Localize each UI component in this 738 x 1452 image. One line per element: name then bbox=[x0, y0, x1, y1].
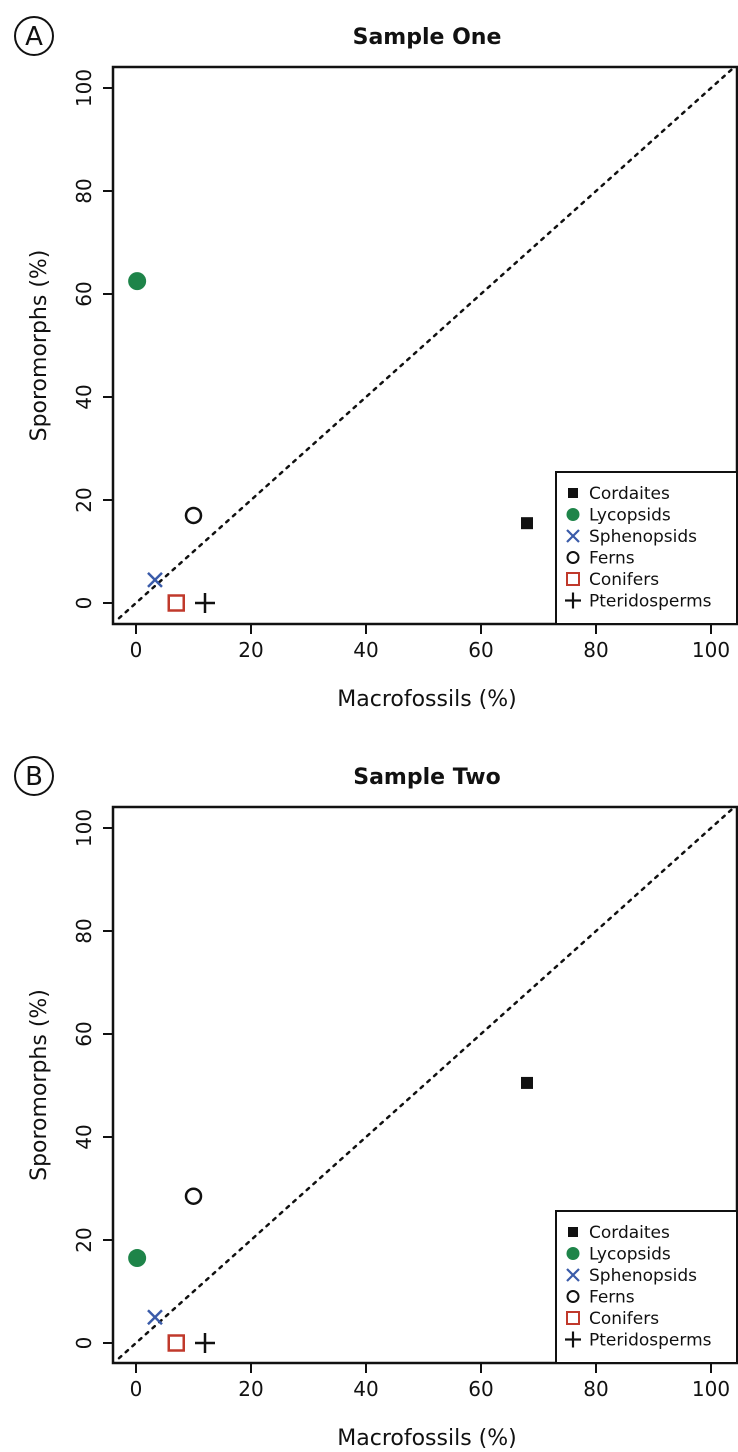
x-tick-label: 20 bbox=[238, 638, 263, 662]
chart-title: Sample Two bbox=[353, 765, 501, 790]
legend-label: Conifers bbox=[589, 1309, 659, 1329]
x-tick-label: 100 bbox=[692, 1377, 730, 1401]
legend-label: Cordaites bbox=[589, 1223, 670, 1243]
data-point-conifers bbox=[167, 594, 185, 612]
legend-item-conifers: Conifers bbox=[566, 570, 659, 590]
data-point-conifers bbox=[167, 1334, 185, 1352]
legend-label: Pteridosperms bbox=[589, 1331, 712, 1351]
legend-label: Conifers bbox=[589, 570, 659, 590]
legend-marker bbox=[568, 488, 578, 498]
legend-frame bbox=[555, 1210, 738, 1364]
legend-marker bbox=[566, 1247, 580, 1260]
legend-label: Ferns bbox=[589, 1288, 635, 1308]
data-point-sphenopsids bbox=[147, 1309, 163, 1326]
chart-panel-a: A Sample One 0 20 40 60 80 100 0 20 40 60 80 100 Macro… bbox=[14, 16, 738, 712]
data-point-ferns bbox=[184, 1187, 203, 1205]
y-tick-label: 20 bbox=[72, 487, 96, 512]
legend: CordaitesLycopsidsSphenopsidsFernsConife… bbox=[555, 1210, 738, 1364]
y-tick-label: 60 bbox=[72, 1021, 96, 1046]
y-axis-label: Sporomorphs (%) bbox=[27, 989, 52, 1181]
legend-label: Ferns bbox=[589, 549, 635, 569]
chart-title: Sample One bbox=[353, 25, 502, 50]
legend-item-ferns: Ferns bbox=[566, 549, 635, 569]
legend-marker bbox=[565, 592, 581, 609]
legend-item-cordaites: Cordaites bbox=[568, 484, 670, 504]
legend-marker bbox=[566, 572, 580, 586]
data-point-sphenopsids-stroke-b bbox=[147, 571, 163, 588]
legend-marker bbox=[566, 508, 580, 521]
x-tick-label: 100 bbox=[692, 638, 730, 662]
x-axis-label: Macrofossils (%) bbox=[337, 1426, 516, 1451]
x-tick-label: 20 bbox=[238, 1377, 263, 1401]
panel-label-circle bbox=[14, 16, 54, 56]
data-point-sphenopsids-stroke-b bbox=[147, 1309, 163, 1326]
legend-label: Sphenopsids bbox=[589, 527, 697, 547]
data-point-pteridosperms bbox=[195, 593, 215, 613]
legend-item-pteridosperms: Pteridosperms bbox=[565, 592, 712, 612]
legend-label: Cordaites bbox=[589, 484, 670, 504]
panel-label: B bbox=[25, 762, 43, 792]
y-tick-label: 0 bbox=[72, 597, 96, 610]
y-tick-label: 0 bbox=[72, 1337, 96, 1350]
x-tick-label: 40 bbox=[353, 638, 378, 662]
legend-label: Pteridosperms bbox=[589, 592, 712, 612]
y-tick-label: 60 bbox=[72, 281, 96, 306]
data-point-ferns bbox=[184, 506, 203, 525]
x-tick-label: 0 bbox=[130, 1377, 143, 1401]
legend-item-conifers: Conifers bbox=[566, 1309, 659, 1329]
legend-item-pteridosperms: Pteridosperms bbox=[565, 1331, 712, 1351]
legend-frame bbox=[555, 471, 738, 625]
panel-label: A bbox=[25, 22, 43, 52]
legend-item-sphenopsids: Sphenopsids bbox=[566, 1266, 697, 1286]
y-tick-label: 40 bbox=[72, 1124, 96, 1149]
data-point-lycopsids bbox=[128, 1249, 147, 1268]
legend-marker-stroke bbox=[566, 529, 580, 543]
x-tick-label: 60 bbox=[468, 1377, 493, 1401]
legend-marker bbox=[566, 551, 580, 564]
panel-label-circle bbox=[14, 756, 54, 796]
legend-marker-stroke bbox=[566, 1268, 580, 1282]
legend-marker bbox=[566, 1290, 580, 1303]
data-point-cordaites bbox=[521, 1076, 533, 1089]
chart-panel-b: B Sample Two 0 20 40 60 80 100 0 20 40 60 80 100 Macro… bbox=[14, 756, 738, 1451]
y-tick-label: 100 bbox=[72, 69, 96, 107]
x-tick-label: 80 bbox=[583, 638, 608, 662]
legend-marker bbox=[565, 1331, 581, 1348]
x-axis-label: Macrofossils (%) bbox=[337, 687, 516, 712]
y-tick-label: 100 bbox=[72, 809, 96, 847]
legend-item-lycopsids: Lycopsids bbox=[566, 506, 671, 526]
legend-label: Lycopsids bbox=[589, 506, 671, 526]
legend-item-cordaites: Cordaites bbox=[568, 1223, 670, 1243]
x-tick-label: 80 bbox=[583, 1377, 608, 1401]
legend-marker bbox=[566, 529, 580, 543]
one-to-one-line bbox=[117, 65, 737, 620]
x-tick-label: 40 bbox=[353, 1377, 378, 1401]
legend: CordaitesLycopsidsSphenopsidsFernsConife… bbox=[555, 471, 738, 625]
data-point-pteridosperms bbox=[195, 1333, 215, 1353]
data-point-sphenopsids bbox=[147, 571, 163, 588]
data-point-lycopsids bbox=[128, 272, 147, 291]
one-to-one-line bbox=[117, 805, 737, 1360]
legend-marker bbox=[566, 1268, 580, 1282]
y-tick-label: 80 bbox=[72, 178, 96, 203]
y-tick-label: 40 bbox=[72, 384, 96, 409]
x-tick-label: 0 bbox=[130, 638, 143, 662]
plot-frame bbox=[111, 65, 738, 626]
legend-item-sphenopsids: Sphenopsids bbox=[566, 527, 697, 547]
legend-marker bbox=[568, 1227, 578, 1237]
x-tick-label: 60 bbox=[468, 638, 493, 662]
legend-item-lycopsids: Lycopsids bbox=[566, 1245, 671, 1265]
plot-frame bbox=[111, 805, 738, 1365]
legend-label: Sphenopsids bbox=[589, 1266, 697, 1286]
legend-marker bbox=[566, 1311, 580, 1325]
y-tick-label: 80 bbox=[72, 918, 96, 943]
legend-item-ferns: Ferns bbox=[566, 1288, 635, 1308]
data-point-cordaites bbox=[521, 517, 533, 530]
y-axis-label: Sporomorphs (%) bbox=[27, 250, 52, 442]
y-tick-label: 20 bbox=[72, 1227, 96, 1252]
legend-label: Lycopsids bbox=[589, 1245, 671, 1265]
